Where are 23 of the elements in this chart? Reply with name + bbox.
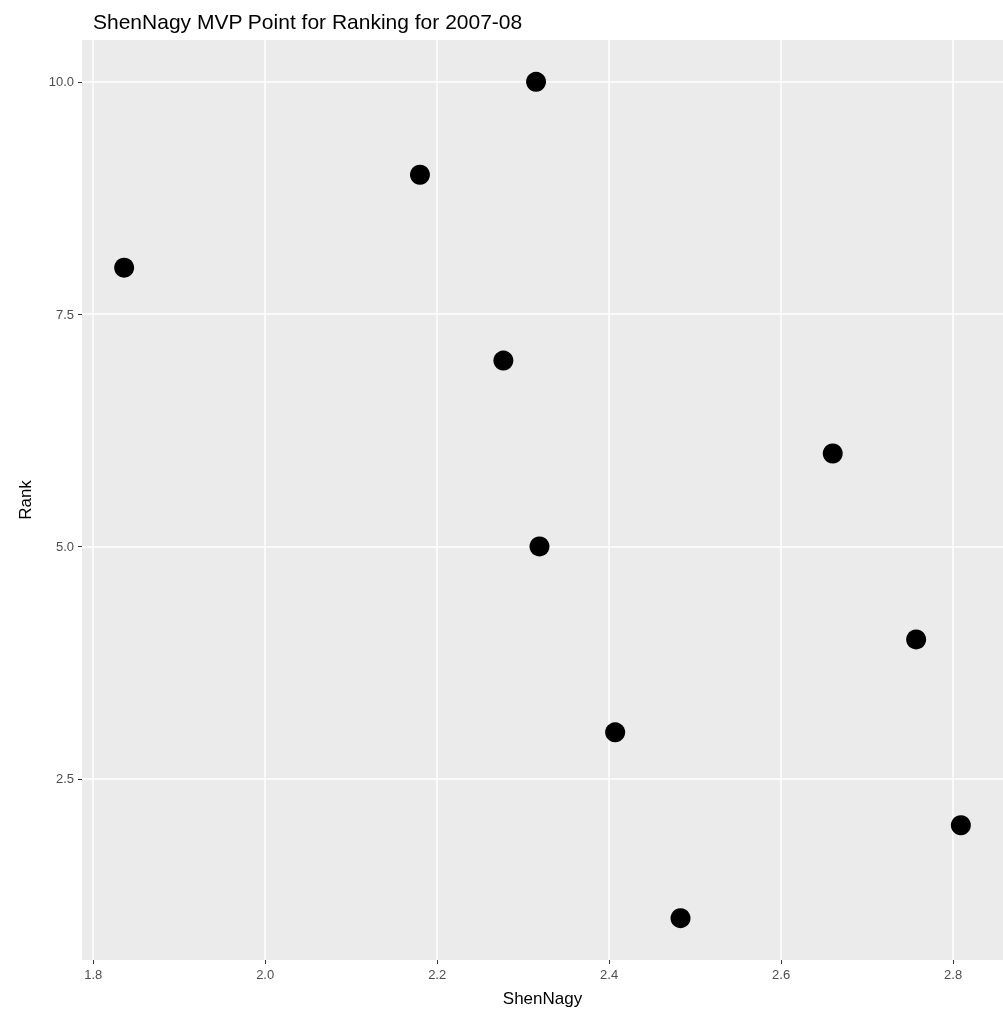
chart-title: ShenNagy MVP Point for Ranking for 2007-08 bbox=[93, 10, 523, 33]
y-tick-label: 10.0 bbox=[48, 74, 74, 90]
y-tick-label: 5.0 bbox=[55, 538, 74, 554]
point bbox=[906, 629, 927, 650]
point bbox=[529, 536, 550, 557]
y-tick-label: 7.5 bbox=[55, 306, 74, 322]
x-tick-label: 2.0 bbox=[256, 967, 275, 982]
point bbox=[670, 908, 691, 929]
point bbox=[409, 164, 430, 185]
point bbox=[526, 71, 547, 92]
x-tick-label: 2.8 bbox=[944, 967, 963, 982]
x-tick-label: 1.8 bbox=[84, 967, 103, 982]
y-axis-title: Rank bbox=[16, 479, 35, 520]
point bbox=[605, 722, 626, 743]
point bbox=[950, 815, 971, 836]
x-tick-label: 2.2 bbox=[428, 967, 447, 982]
point bbox=[493, 350, 514, 371]
point bbox=[822, 443, 843, 464]
x-tick-label: 2.4 bbox=[600, 967, 619, 982]
point bbox=[114, 257, 135, 278]
y-tick-label: 2.5 bbox=[55, 771, 74, 787]
x-tick-label: 2.6 bbox=[772, 967, 791, 982]
x-axis-title: ShenNagy bbox=[502, 989, 583, 1008]
